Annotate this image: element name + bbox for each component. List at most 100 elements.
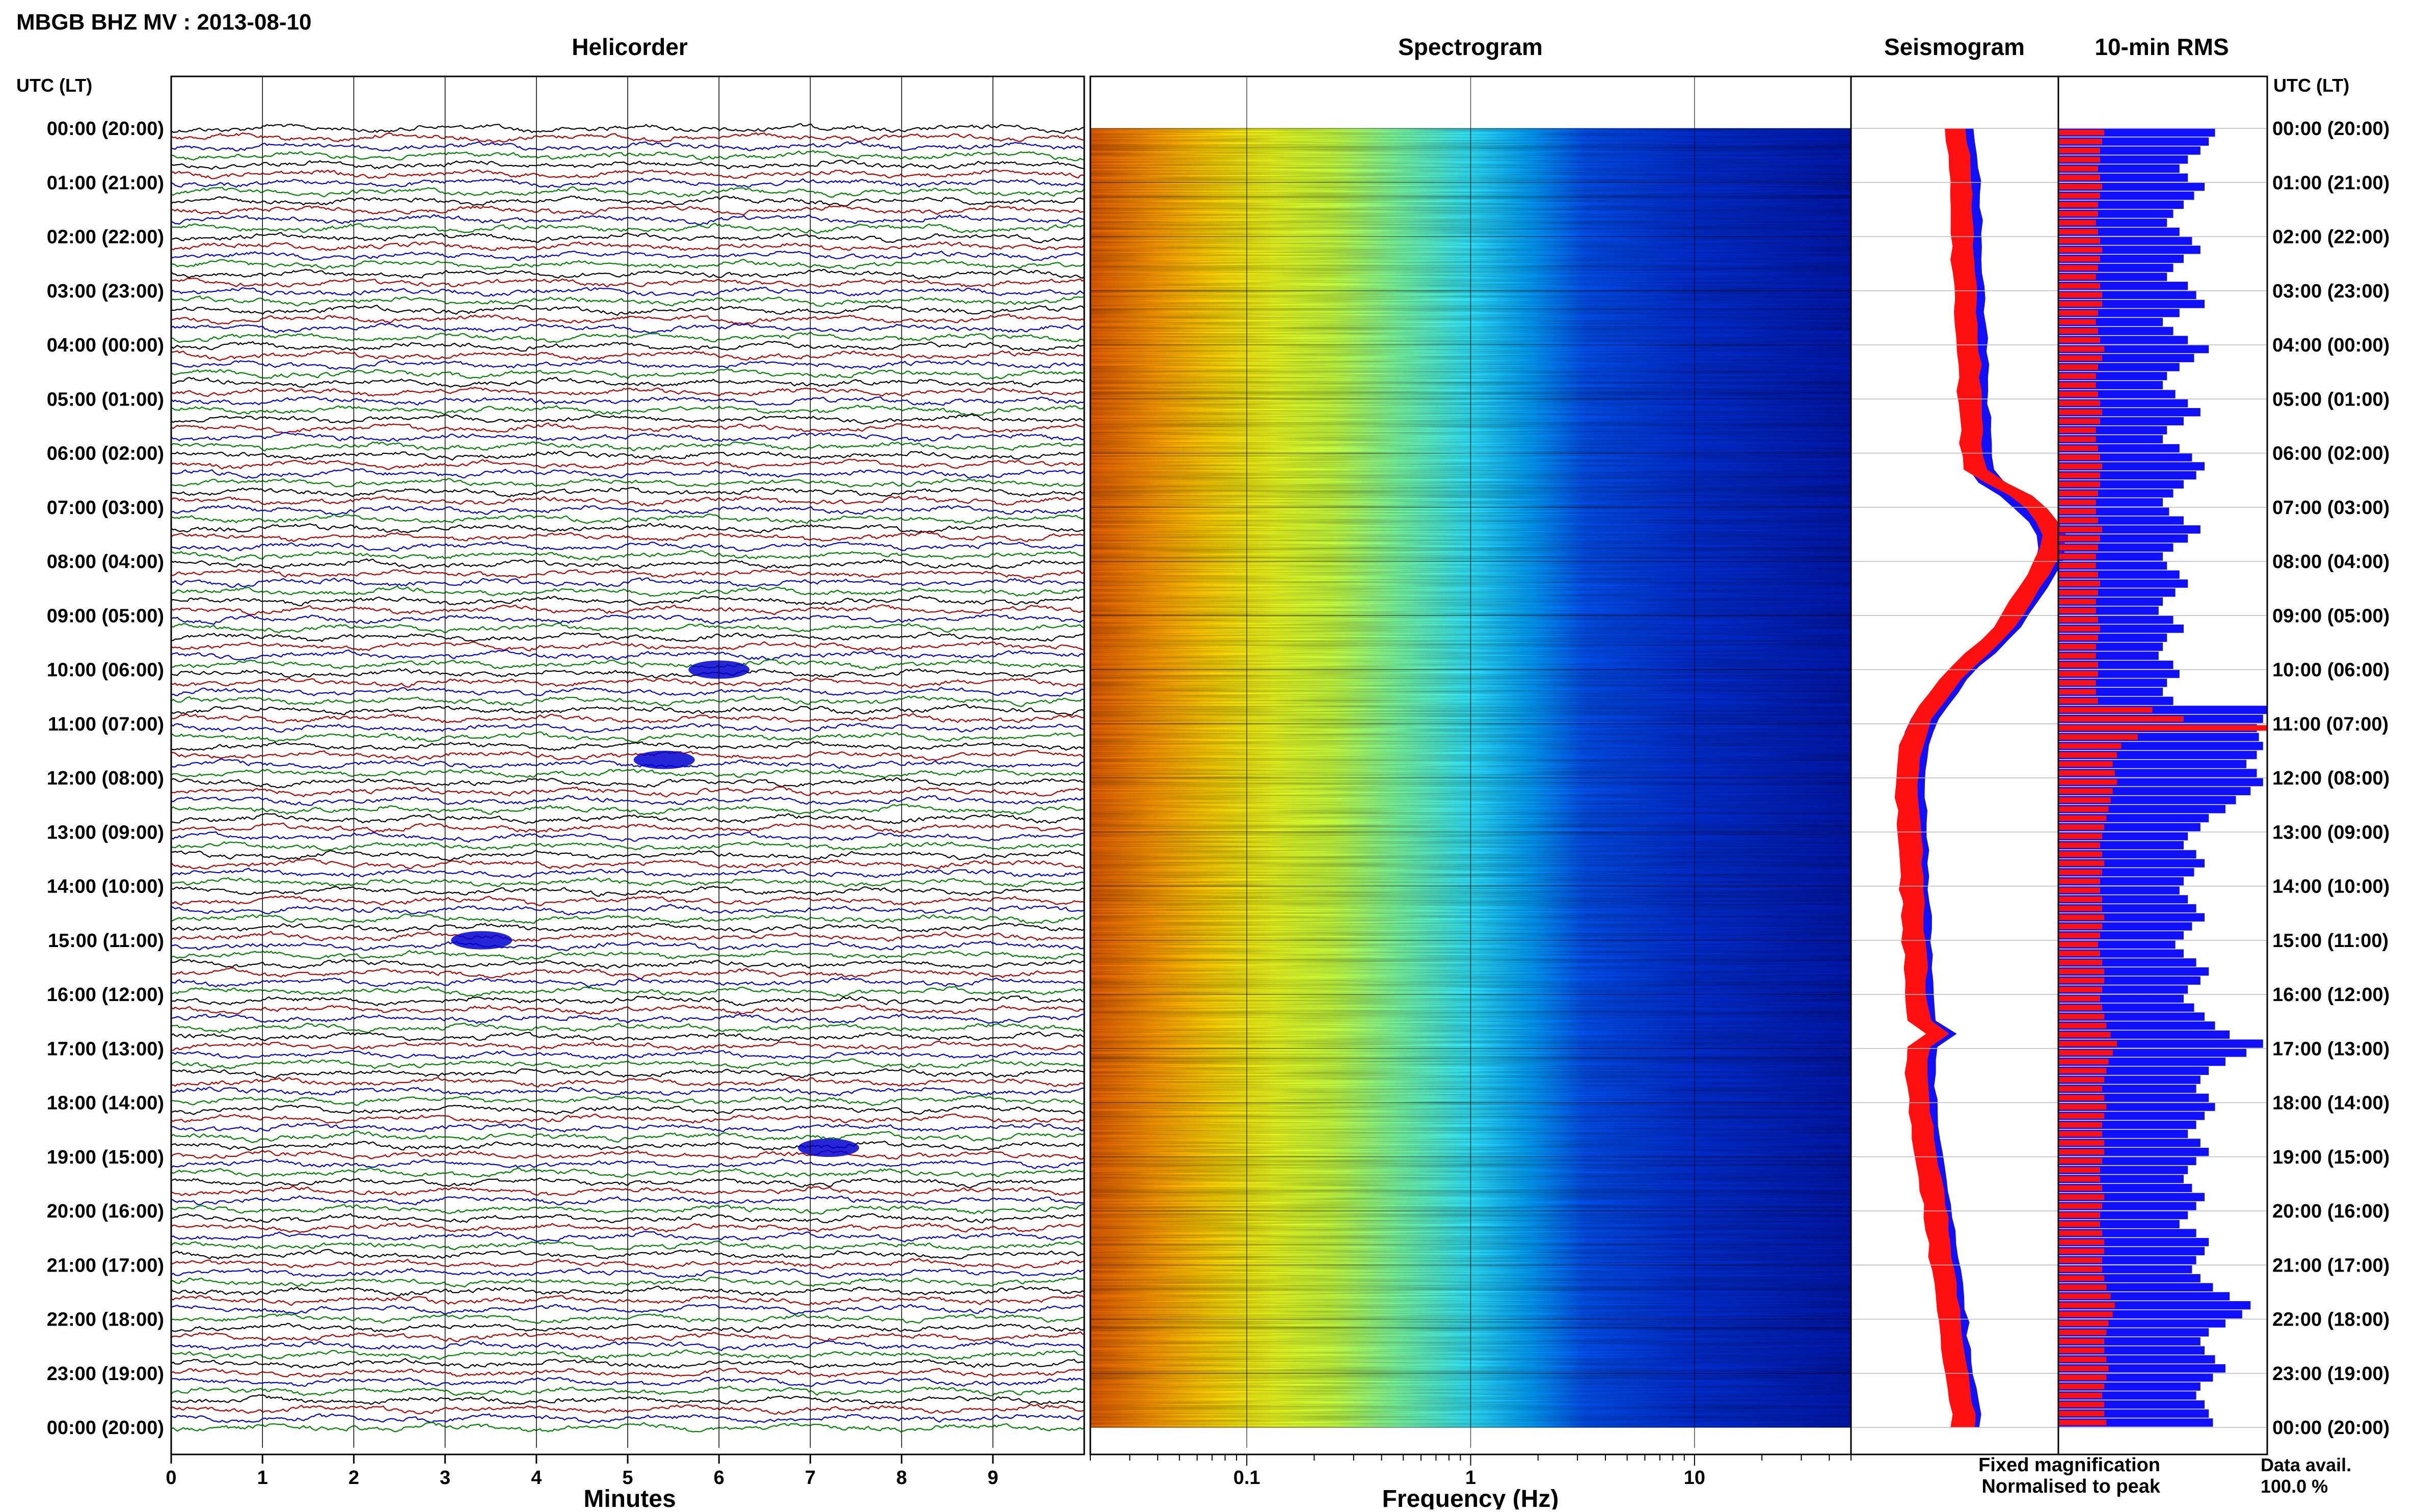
rms-bar-normalised	[2058, 986, 2103, 992]
rms-bar-normalised	[2058, 1095, 2105, 1101]
rms-bar-normalised	[2058, 400, 2100, 406]
station-title: MBGB BHZ MV : 2013-08-10	[16, 10, 311, 35]
rms-bar-normalised	[2058, 833, 2103, 839]
rms-bar-normalised	[2058, 535, 2100, 542]
rms-bar-normalised	[2058, 616, 2098, 623]
time-row-label-left: 07:00 (03:00)	[47, 497, 164, 519]
rms-bar-normalised	[2058, 211, 2098, 217]
rms-bar-normalised	[2058, 644, 2096, 650]
time-row-label-right: 11:00 (07:00)	[2272, 714, 2389, 735]
rms-bar-normalised	[2058, 1005, 2103, 1011]
rms-bar-normalised	[2058, 589, 2098, 596]
rms-bar-normalised	[2058, 310, 2098, 316]
rms-bar-normalised	[2058, 887, 2100, 894]
time-row-label-left: 21:00 (17:00)	[47, 1255, 164, 1276]
rms-bar-normalised	[2058, 1311, 2113, 1317]
time-row-label-left: 12:00 (08:00)	[47, 768, 164, 789]
rms-bar-normalised	[2058, 1014, 2105, 1020]
time-axis-label-left: UTC (LT)	[16, 75, 92, 96]
rms-bar-normalised	[2058, 562, 2096, 569]
rms-bar-normalised	[2058, 1347, 2105, 1354]
rms-bar-normalised	[2058, 1392, 2103, 1398]
rms-bar-normalised	[2058, 1257, 2103, 1263]
rms-bar-normalised	[2058, 1131, 2103, 1137]
rms-bar-normalised	[2058, 193, 2100, 199]
time-row-label-right: 08:00 (04:00)	[2272, 551, 2390, 573]
time-row-label-left: 16:00 (12:00)	[47, 984, 164, 1006]
rms-bar-normalised	[2058, 1384, 2105, 1390]
minutes-tick-label: 0	[166, 1467, 176, 1489]
rms-bar-normalised	[2058, 924, 2103, 929]
helicorder-event	[451, 931, 513, 950]
rms-bar-normalised	[2058, 1176, 2100, 1182]
rms-bar-normalised	[2058, 148, 2100, 154]
rms-bar-normalised	[2058, 608, 2096, 614]
time-row-label-left: 23:00 (19:00)	[47, 1363, 164, 1385]
helicorder-event	[633, 750, 695, 769]
rms-bar-normalised	[2058, 355, 2103, 361]
x-axes: 0 1 2 3 4 5 6 7 8 9 0.1 1 10	[166, 1454, 1852, 1489]
rms-bar-normalised	[2058, 472, 2100, 478]
rms-bar-normalised	[2058, 1419, 2107, 1425]
rms-bar-normalised	[2058, 1149, 2105, 1155]
rms-bar-normalised	[2058, 662, 2098, 668]
rms-bar-normalised	[2058, 337, 2100, 343]
rms-bar-normalised	[2058, 499, 2096, 505]
rms-bar-normalised	[2058, 292, 2103, 298]
time-row-label-right: 04:00 (00:00)	[2272, 335, 2390, 356]
rms-bar-normalised	[2058, 1032, 2111, 1038]
rms-bar-normalised	[2058, 1167, 2100, 1173]
helicorder-event	[798, 1139, 860, 1157]
minutes-axis-label: Minutes	[583, 1486, 676, 1509]
rms-bar-normalised	[2058, 779, 2117, 785]
rms-bar-normalised	[2058, 626, 2100, 632]
rms-bar-normalised	[2058, 183, 2103, 190]
time-row-label-left: 10:00 (06:00)	[47, 660, 164, 681]
rms-bar-normalised	[2058, 932, 2100, 938]
rms-bar-normalised	[2058, 1104, 2107, 1110]
rms-bar-normalised	[2058, 1077, 2105, 1083]
rms-bar-normalised	[2058, 481, 2100, 488]
legend-normalised-to-peak: Normalised to peak	[1981, 1476, 2160, 1497]
rms-bar-normalised	[2058, 806, 2109, 812]
rms-bar-normalised	[2058, 319, 2096, 325]
rms-bar-normalised	[2058, 581, 2100, 587]
rms-bar-normalised	[2058, 238, 2100, 244]
time-row-label-right: 05:00 (01:00)	[2272, 389, 2390, 410]
rms-bar-normalised	[2058, 382, 2096, 388]
minutes-tick-label: 3	[440, 1467, 450, 1489]
rms-bar-normalised	[2058, 1185, 2103, 1191]
time-row-label-left: 00:00 (20:00)	[47, 118, 164, 140]
time-row-label-left: 08:00 (04:00)	[47, 551, 164, 573]
time-row-label-left: 13:00 (09:00)	[47, 822, 164, 843]
time-row-label-left: 06:00 (02:00)	[47, 443, 164, 465]
time-gridlines	[171, 76, 2267, 1448]
legend-fixed-magnification: Fixed magnification	[1978, 1454, 2160, 1476]
rms-bar-normalised	[2058, 518, 2098, 524]
time-row-label-right: 14:00 (10:00)	[2272, 876, 2390, 898]
rms-bar-normalised	[2058, 842, 2100, 848]
rms-bar-normalised	[2058, 1248, 2105, 1254]
rms-bar-normalised	[2058, 734, 2138, 740]
rms-bar-normalised	[2058, 635, 2098, 641]
rms-bar-normalised	[2058, 878, 2100, 884]
time-row-label-left: 14:00 (10:00)	[47, 876, 164, 898]
rms-bar-normalised	[2058, 283, 2100, 289]
rms-bar-normalised	[2058, 869, 2103, 875]
time-axis-label-right: UTC (LT)	[2273, 75, 2349, 96]
time-row-label-left: 17:00 (13:00)	[47, 1038, 164, 1060]
frequency-tick-label: 1	[1465, 1467, 1476, 1489]
time-row-label-right: 22:00 (18:00)	[2272, 1309, 2390, 1331]
rms-bar-normalised	[2058, 1059, 2109, 1065]
rms-bar-normalised	[2058, 1329, 2107, 1335]
frequency-tick-label: 10	[1684, 1467, 1705, 1489]
rms-bar-normalised	[2058, 698, 2098, 704]
time-row-label-right: 02:00 (22:00)	[2272, 227, 2390, 248]
rms-bar-normalised	[2058, 914, 2105, 921]
rms-bar-normalised	[2058, 1266, 2103, 1272]
rms-bar-normalised	[2058, 391, 2098, 397]
time-row-label-right: 23:00 (19:00)	[2272, 1363, 2390, 1385]
time-row-label-left: 22:00 (18:00)	[47, 1309, 164, 1331]
rms-bar-normalised	[2058, 599, 2096, 605]
